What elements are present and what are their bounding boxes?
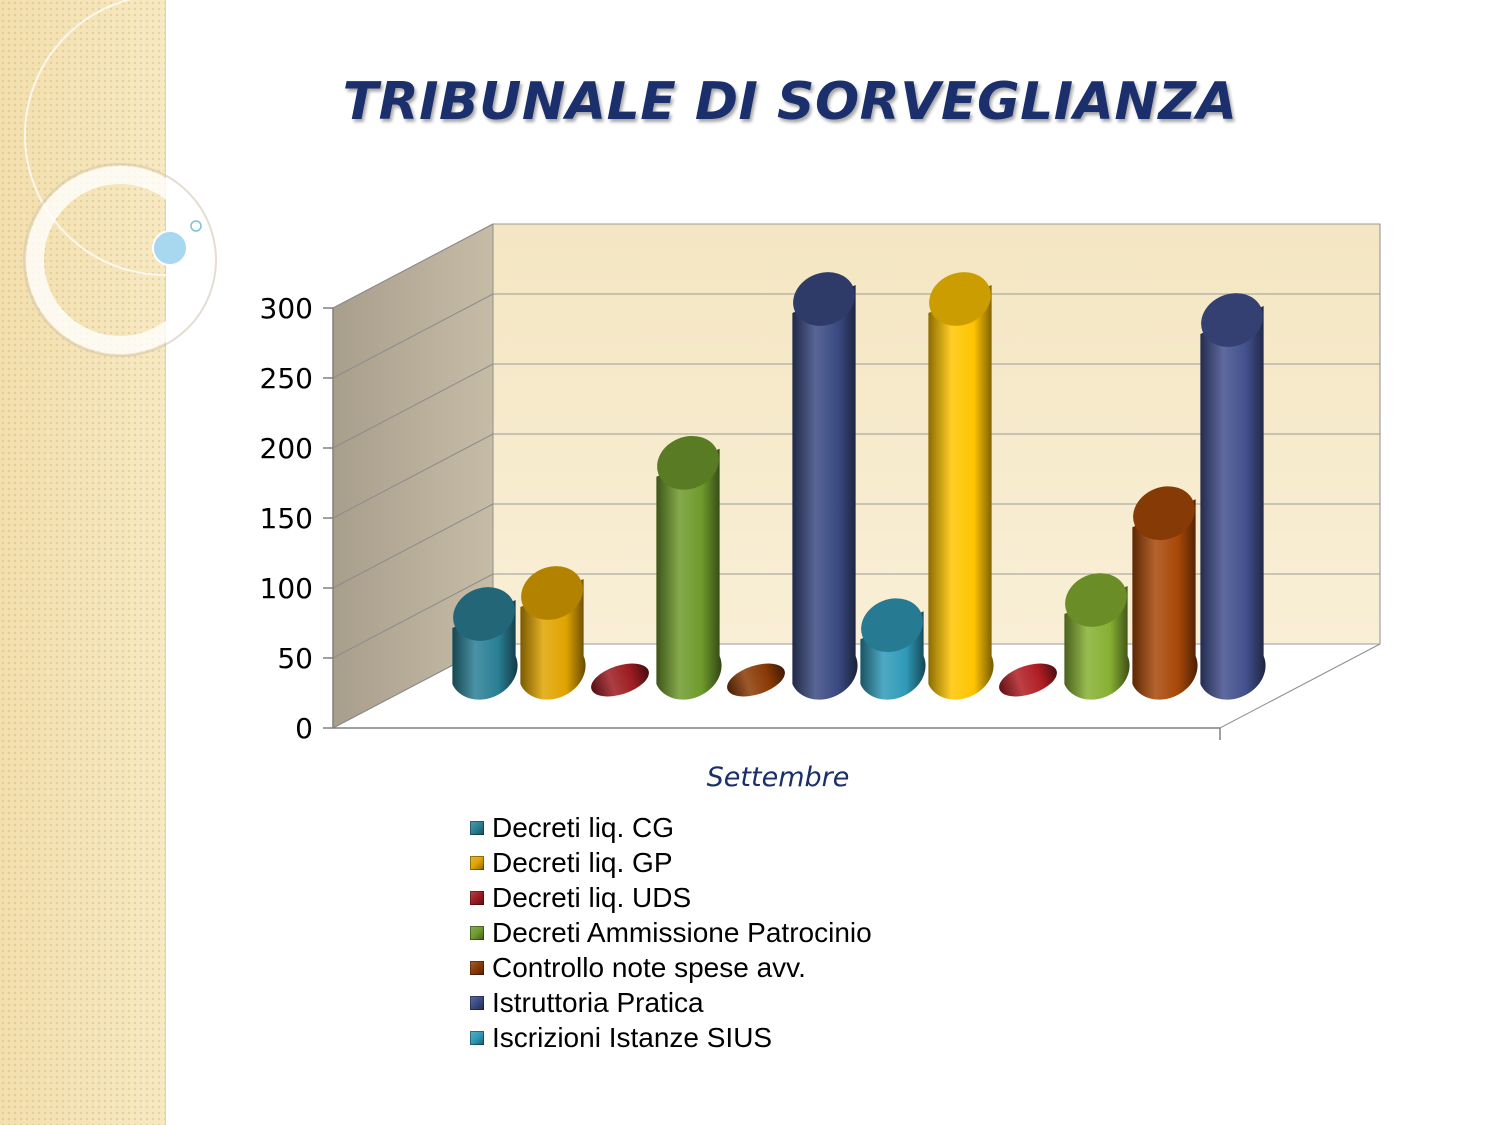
bar-body [792,285,858,700]
bar-top [1065,573,1127,627]
legend-item: Decreti Ammissione Patrocinio [470,915,872,950]
decorative-rings [23,0,306,357]
bar [727,663,785,697]
bar [1200,293,1266,700]
legend-swatch [470,855,484,870]
bar [1064,573,1130,700]
gridline-side [332,223,494,309]
legend-item: Controllo note spese avv. [470,950,872,985]
bar-top [793,272,855,326]
bar [1132,486,1198,700]
gridline-side [332,433,494,519]
bar-top [929,272,991,326]
legend-item: Decreti liq. GP [470,845,872,880]
bar-zero-disc [727,663,785,697]
legend-label: Decreti liq. CG [492,811,675,843]
legend-label: Iscrizioni Istanze SIUS [492,1021,773,1053]
legend-swatch [470,820,484,835]
gridline-side [332,363,494,449]
legend-swatch [470,890,484,905]
bar-top [657,435,719,490]
bar-top [1133,486,1195,541]
legend-swatch [470,995,484,1010]
y-tick-label: 200 [260,432,313,465]
bar-top [453,587,515,641]
legend-item: Iscrizioni Istanze SIUS [470,1020,872,1055]
bar [999,663,1057,697]
legend-swatch [470,925,484,940]
bar [928,272,994,700]
bar-zero-disc [999,663,1057,697]
bar [860,598,926,700]
legend-label: Decreti liq. UDS [492,881,692,913]
bar-body [1200,306,1266,700]
bar [591,663,649,697]
legend-label: Istruttoria Pratica [492,986,704,1018]
bar [792,272,858,700]
bar-top [521,566,583,620]
bar-top [861,598,923,653]
legend-label: Controllo note spese avv. [492,951,806,983]
y-tick-label: 150 [260,502,313,535]
bar-top [1201,293,1263,347]
y-tick-label: 0 [295,712,313,745]
x-category-label: Settembre [707,762,850,793]
decorative-sidebar [0,0,306,1125]
y-tick-label: 300 [260,292,313,325]
chart-legend: Decreti liq. CG Decreti liq. GP Decreti li… [470,810,872,1055]
legend-item: Decreti liq. UDS [470,880,872,915]
legend-label: Decreti liq. GP [492,846,673,878]
gridline-side [332,573,494,659]
legend-item: Decreti liq. CG [470,810,872,845]
page-title: TRIBUNALE DI SORVEGLIANZA [342,72,1238,132]
bar-body [1132,499,1198,700]
bar [520,566,586,700]
bar-body [928,285,994,700]
y-tick-label: 50 [277,642,313,675]
legend-swatch [470,960,484,975]
bar [452,587,518,700]
bar-zero-disc [591,663,649,697]
bar-body [656,448,722,700]
legend-swatch [470,1030,484,1045]
gridline-side [332,293,494,379]
y-tick-label: 100 [260,572,313,605]
legend-item: Istruttoria Pratica [470,985,872,1020]
bar [656,435,722,700]
gridline-side [332,503,494,589]
legend-label: Decreti Ammissione Patrocinio [492,916,872,948]
y-tick-label: 250 [260,362,313,395]
